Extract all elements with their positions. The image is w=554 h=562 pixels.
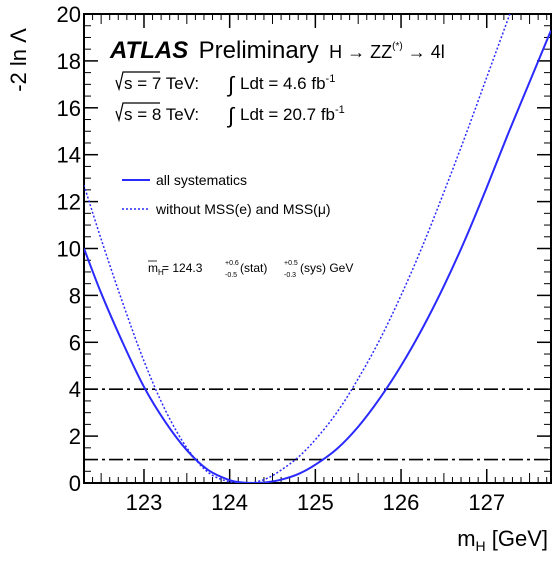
y-tick-label: 0 (69, 471, 81, 496)
x-tick-label: 127 (468, 490, 505, 515)
reference-lines (84, 388, 551, 461)
process-label: H → ZZ (329, 42, 392, 62)
legend-label-without-mss: without MSS(e) and MSS(μ) (155, 201, 331, 217)
sqrt-symbol (115, 102, 160, 123)
mass-measurement: mH = 124.3 +0.6 -0.5 (stat) +0.5 -0.3 (s… (148, 260, 353, 279)
x-tick-label: 125 (297, 490, 334, 515)
y-tick-label: 10 (57, 237, 81, 262)
sys-label: (sys) GeV (300, 261, 353, 275)
y-tick-label: 16 (57, 96, 81, 121)
x-tick-label: 123 (126, 490, 163, 515)
sys-down: -0.3 (284, 272, 296, 279)
y-tick-label: 2 (69, 424, 81, 449)
y-tick-label: 6 (69, 330, 81, 355)
y-tick-label: 4 (69, 377, 81, 402)
measurement-symbol: mH (148, 261, 164, 277)
sqrt-symbol (115, 71, 160, 92)
y-tick-label: 20 (57, 2, 81, 27)
y-axis: 0 2 4 6 8 10 12 14 16 18 20 (57, 2, 551, 496)
measurement-value: = 124.3 (162, 261, 203, 275)
legend: all systematics without MSS(e) and MSS(μ… (122, 172, 331, 217)
y-tick-label: 12 (57, 190, 81, 215)
luminosity-info: s = 7 TeV: ∫ Ldt = 4.6 fb-1 s = 8 TeV: ∫… (115, 71, 345, 128)
lumi-7tev-value: Ldt = 4.6 fb-1 (240, 73, 335, 93)
lumi-8tev-value: Ldt = 20.7 fb-1 (240, 104, 345, 124)
stat-label: (stat) (240, 261, 267, 275)
atlas-brand: ATLAS (109, 37, 188, 64)
preliminary-label: Preliminary (199, 37, 319, 64)
x-axis: 123 124 125 126 127 (92, 14, 548, 515)
y-tick-label: 18 (57, 49, 81, 74)
y-tick-label: 14 (57, 143, 81, 168)
curves (84, 14, 551, 483)
x-axis-title: mH [GeV] (457, 526, 548, 554)
y-tick-label: 8 (69, 283, 81, 308)
integral-symbol: ∫ (226, 103, 236, 128)
integral-symbol: ∫ (226, 72, 236, 97)
stat-up: +0.6 (225, 260, 239, 267)
sys-up: +0.5 (284, 260, 298, 267)
x-tick-label: 126 (383, 490, 420, 515)
experiment-header: ATLAS Preliminary H → ZZ(*) → 4l (109, 37, 445, 64)
lumi-7tev-energy: s = 7 TeV: (124, 74, 199, 93)
x-tick-label: 124 (211, 490, 248, 515)
y-axis-title: -2 ln Λ (6, 28, 31, 92)
series-curve-solid (84, 30, 551, 483)
legend-label-all-systematics: all systematics (156, 172, 247, 188)
stat-down: -0.5 (225, 272, 237, 279)
lumi-8tev-energy: s = 8 TeV: (124, 105, 199, 124)
